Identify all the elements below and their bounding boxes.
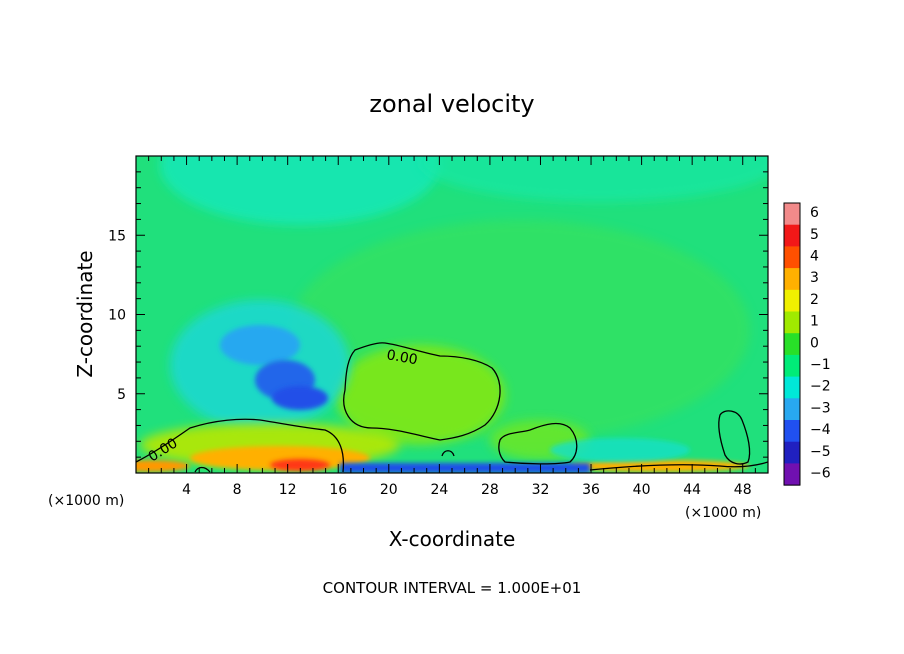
x-tick-label: 48 [734, 482, 752, 498]
x-unit-right: (×1000 m) [685, 505, 761, 521]
colorbar-label: 6 [810, 205, 819, 221]
field-shading [136, 156, 768, 473]
colorbar-label: −4 [810, 422, 831, 438]
colorbar-swatch [784, 246, 800, 269]
colorbar-swatch [784, 420, 800, 443]
colorbar-label: 3 [810, 270, 819, 286]
y-tick-label: 15 [108, 228, 126, 244]
colorbar-label: 2 [810, 292, 819, 308]
colorbar-label: 1 [810, 314, 819, 330]
colorbar-label: 5 [810, 227, 819, 243]
x-tick-label: 28 [481, 482, 499, 498]
colorbar-label: −2 [810, 379, 831, 395]
colorbar-swatch [784, 354, 800, 378]
colorbar-swatch [784, 441, 800, 464]
y-tick-label: 5 [117, 387, 126, 403]
contour-interval-note: CONTOUR INTERVAL = 1.000E+01 [323, 579, 582, 597]
colorbar-label: −3 [810, 400, 831, 416]
chart-title: zonal velocity [369, 90, 534, 118]
x-axis-label: X-coordinate [389, 527, 516, 551]
x-tick-label: 12 [279, 482, 297, 498]
y-tick-label: 10 [108, 308, 126, 324]
contour-lines [136, 342, 768, 473]
x-tick-label: 8 [233, 482, 242, 498]
colorbar-label: −5 [810, 444, 831, 460]
colorbar: 6 5 4 3 2 1 0 −1 −2 −3 −4 −5 −6 [783, 202, 831, 486]
colorbar-swatch [784, 376, 800, 399]
colorbar-swatch [784, 224, 800, 247]
contour-label: 0.00 [385, 347, 418, 368]
colorbar-frame [783, 202, 801, 486]
colorbar-swatch [784, 268, 800, 291]
x-axis: 4 8 12 16 20 24 28 32 36 40 44 48 [148, 156, 756, 498]
x-tick-label: 20 [380, 482, 398, 498]
y-axis: 5 10 15 [108, 171, 768, 458]
x-tick-label: 16 [329, 482, 347, 498]
colorbar-swatch [784, 311, 800, 334]
colorbar-swatch [784, 289, 800, 312]
colorbar-label: −6 [810, 466, 831, 482]
y-axis-label: Z-coordinate [73, 250, 97, 377]
plot-area: 0.00 0.00 [136, 156, 768, 473]
x-tick-label: 4 [182, 482, 191, 498]
x-tick-label: 40 [633, 482, 651, 498]
colorbar-swatch [784, 203, 800, 226]
x-tick-label: 32 [532, 482, 550, 498]
x-tick-label: 44 [683, 482, 701, 498]
colorbar-swatch [784, 333, 800, 356]
x-tick-label: 24 [430, 482, 448, 498]
x-tick-label: 36 [582, 482, 600, 498]
colorbar-label: 0 [810, 335, 819, 351]
colorbar-swatch [784, 463, 800, 486]
x-unit-left: (×1000 m) [48, 493, 124, 509]
colorbar-label: −1 [810, 357, 831, 373]
colorbar-label: 4 [810, 249, 819, 265]
colorbar-swatch [784, 398, 800, 421]
